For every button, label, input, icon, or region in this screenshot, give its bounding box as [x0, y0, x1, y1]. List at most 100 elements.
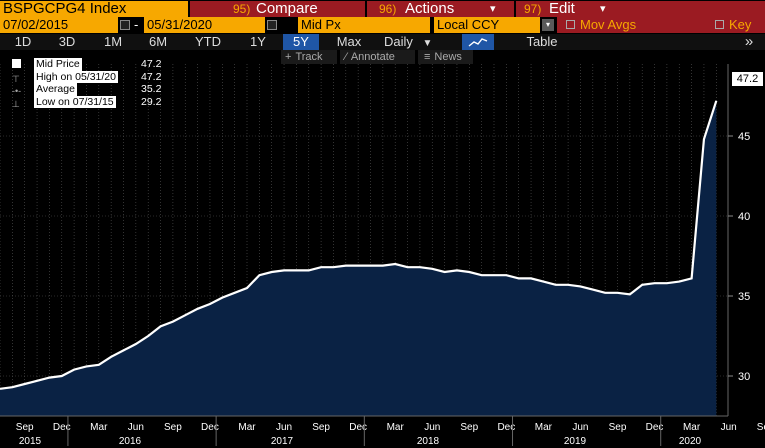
- period-max[interactable]: Max: [336, 34, 362, 49]
- actions-button[interactable]: 96) Actions ▾: [367, 1, 514, 17]
- x-month-label: Dec: [497, 422, 515, 433]
- x-month-label: Mar: [90, 422, 108, 433]
- frequency-select[interactable]: Daily ▼: [379, 34, 444, 50]
- x-month-label: Sep: [16, 422, 34, 433]
- x-month-label: Dec: [646, 422, 664, 433]
- x-month-label: Mar: [683, 422, 701, 433]
- x-month-label: Sep: [609, 422, 627, 433]
- settings-bar: 07/02/2015 - 05/31/2020 Mid Px Local CCY…: [0, 17, 765, 34]
- edit-caret-icon: ▾: [600, 3, 606, 15]
- legend-value: 47.2: [141, 70, 162, 83]
- x-year-label: 2016: [119, 436, 142, 447]
- annotate-label: Annotate: [350, 51, 395, 63]
- period-1d[interactable]: 1D: [14, 34, 32, 49]
- mov-avgs-label[interactable]: Mov Avgs: [580, 17, 637, 32]
- compare-label: Compare: [256, 1, 318, 17]
- low-marker-icon: ⊥: [12, 98, 20, 109]
- x-month-label: Dec: [53, 422, 71, 433]
- high-marker-icon: ⊤: [12, 73, 20, 84]
- price-area: [0, 100, 717, 417]
- date-separator: -: [134, 17, 139, 32]
- ticker-field[interactable]: BSPGCPG4 Index: [0, 1, 188, 17]
- legend-value: 29.2: [141, 95, 162, 108]
- news-label: News: [434, 51, 462, 63]
- price-chart[interactable]: 30 35 40 45 Sep Dec Mar Jun Sep Dec Mar Jun Sep Dec M…: [0, 64, 765, 448]
- period-1m[interactable]: 1M: [103, 34, 123, 49]
- x-month-label: Sep: [164, 422, 182, 433]
- actions-label: Actions: [405, 1, 455, 17]
- x-year-label: 2018: [417, 436, 440, 447]
- calendar-icon[interactable]: [120, 20, 130, 30]
- x-year-label: 2015: [19, 436, 42, 447]
- legend-label: High on 05/31/20: [34, 70, 118, 83]
- currency-select[interactable]: Local CCY: [434, 17, 540, 33]
- y-tick-label: 45: [738, 131, 750, 143]
- legend-label: Low on 07/31/15: [34, 95, 116, 108]
- x-year-label: 2017: [271, 436, 294, 447]
- crosshair-icon: +: [285, 51, 292, 63]
- start-date-field[interactable]: 07/02/2015: [0, 17, 118, 33]
- end-date-field[interactable]: 05/31/2020: [144, 17, 265, 33]
- chevron-down-icon[interactable]: ▾: [542, 19, 554, 31]
- x-month-label: Mar: [387, 422, 405, 433]
- x-month-label: Jun: [276, 422, 292, 433]
- x-month-label: Jun: [572, 422, 588, 433]
- x-month-label: Mar: [535, 422, 553, 433]
- y-tick-label: 40: [738, 211, 750, 223]
- x-month-label: Jun: [721, 422, 737, 433]
- pencil-icon: ⁄: [345, 51, 347, 63]
- price-line: [0, 100, 718, 390]
- edit-label: Edit: [549, 1, 575, 17]
- last-value-tag: 47.2: [732, 72, 763, 86]
- edit-button[interactable]: 97) Edit ▾: [516, 1, 765, 17]
- x-month-label: Sep: [312, 422, 330, 433]
- actions-number: 96): [379, 2, 397, 16]
- chart-toolbar: + Track ⁄ Annotate ≡ News: [0, 50, 765, 64]
- track-label: Track: [295, 51, 323, 63]
- key-label[interactable]: Key: [729, 17, 752, 32]
- period-1y[interactable]: 1Y: [250, 34, 266, 49]
- line-chart-icon[interactable]: [462, 34, 494, 50]
- period-ytd[interactable]: YTD: [195, 34, 221, 49]
- table-button[interactable]: Table: [526, 34, 558, 49]
- collapse-icon[interactable]: »: [744, 33, 754, 50]
- x-month-label: Sep: [460, 422, 478, 433]
- x-month-label: Mar: [238, 422, 256, 433]
- key-checkbox[interactable]: [715, 20, 724, 29]
- x-year-label: 2020: [679, 436, 702, 447]
- legend-label: Average: [34, 83, 77, 96]
- x-month-label: Dec: [201, 422, 219, 433]
- compare-button[interactable]: 95) Compare: [190, 1, 365, 17]
- x-month-label: Sep: [757, 422, 765, 433]
- track-button[interactable]: + Track: [281, 50, 337, 64]
- annotate-button[interactable]: ⁄ Annotate: [340, 50, 415, 64]
- x-year-label: 2019: [564, 436, 587, 447]
- x-month-label: Jun: [128, 422, 144, 433]
- actions-caret-icon: ▾: [490, 3, 496, 15]
- period-3d[interactable]: 3D: [58, 34, 76, 49]
- y-tick-label: 35: [738, 291, 750, 303]
- news-button[interactable]: ≡ News: [418, 50, 473, 64]
- compare-number: 95): [233, 2, 251, 16]
- x-month-label: Jun: [424, 422, 440, 433]
- field-select[interactable]: Mid Px: [298, 17, 430, 33]
- title-bar: BSPGCPG4 Index 95) Compare 96) Actions ▾…: [0, 0, 765, 17]
- edit-number: 97): [524, 2, 542, 16]
- y-axis-ticks: 30 35 40 45: [728, 131, 750, 383]
- legend-value: 47.2: [141, 58, 162, 70]
- x-axis-ticks: Sep Dec Mar Jun Sep Dec Mar Jun Sep Dec Mar Jun Sep D…: [16, 416, 765, 447]
- news-icon: ≡: [424, 51, 431, 63]
- mid-price-swatch: [12, 59, 21, 68]
- legend-label: Mid Price: [34, 58, 82, 71]
- average-marker-icon: -•-: [12, 86, 22, 96]
- legend-value: 35.2: [141, 83, 162, 95]
- period-6m[interactable]: 6M: [148, 34, 168, 49]
- y-tick-label: 30: [738, 371, 750, 383]
- period-bar: 1D 3D 1M 6M YTD 1Y 5Y Max Daily ▼ Table …: [0, 34, 765, 50]
- options-bar: Mov Avgs Key: [557, 17, 765, 33]
- frequency-label: Daily: [384, 34, 413, 49]
- period-5y[interactable]: 5Y: [283, 34, 319, 50]
- calendar-icon[interactable]: [267, 20, 277, 30]
- mov-avgs-checkbox[interactable]: [566, 20, 575, 29]
- caret-down-icon: ▼: [422, 38, 433, 49]
